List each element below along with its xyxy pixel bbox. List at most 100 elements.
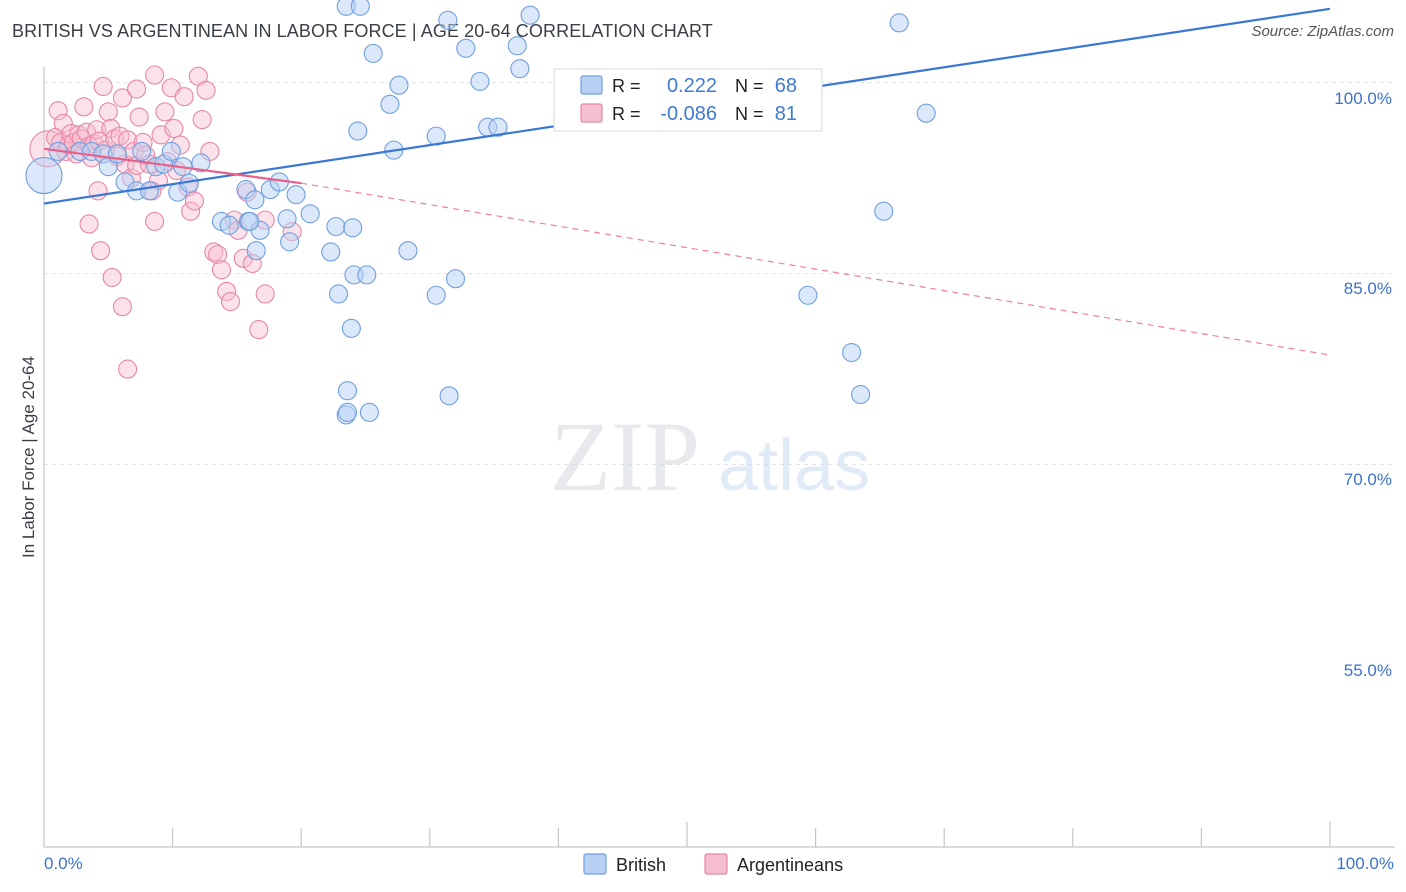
british-point-76 bbox=[798, 285, 818, 305]
british-point-44 bbox=[337, 381, 358, 401]
argentineans-point-37 bbox=[145, 211, 165, 231]
british-point-78 bbox=[851, 384, 871, 405]
chart-title: BRITISH VS ARGENTINEAN IN LABOR FORCE | … bbox=[12, 21, 713, 41]
british-point-26 bbox=[245, 190, 265, 210]
british-point-43 bbox=[359, 402, 379, 422]
argentineans-n-value: 81 bbox=[775, 103, 797, 125]
argentineans-point-12 bbox=[74, 97, 94, 117]
british-point-61 bbox=[520, 5, 540, 25]
argentineans-point-21 bbox=[98, 102, 118, 122]
argentineans-point-32 bbox=[129, 107, 149, 127]
british-swatch bbox=[580, 75, 603, 95]
argentineans-r-value: -0.086 bbox=[660, 103, 717, 125]
argentineans-point-68 bbox=[91, 241, 111, 261]
bottom-legend: British Argentineans bbox=[583, 853, 843, 875]
argentineans-point-49 bbox=[184, 191, 205, 211]
british-point-21 bbox=[246, 241, 266, 261]
argentineans-point-28 bbox=[118, 130, 138, 150]
argentineans-point-65 bbox=[255, 284, 275, 304]
argentineans-point-46 bbox=[174, 87, 194, 107]
legend-british-swatch bbox=[583, 853, 607, 875]
argentineans-points bbox=[29, 65, 302, 379]
british-r-value: 0.222 bbox=[667, 75, 717, 97]
british-point-42 bbox=[357, 265, 377, 285]
y-tick-labels: 100.0% 85.0% 70.0% 55.0% bbox=[1334, 89, 1392, 680]
argentineans-point-67 bbox=[79, 214, 99, 234]
british-point-47 bbox=[337, 402, 358, 422]
argentineans-trend-solid bbox=[43, 147, 302, 185]
argentineans-point-17 bbox=[87, 120, 107, 140]
argentineans-point-4 bbox=[53, 113, 73, 133]
british-point-51 bbox=[426, 285, 446, 305]
british-point-62 bbox=[510, 59, 530, 79]
british-point-75 bbox=[874, 201, 894, 221]
argentineans-r-label: R = bbox=[612, 104, 641, 124]
british-point-31 bbox=[300, 204, 320, 224]
british-point-19 bbox=[219, 215, 239, 235]
british-r-label: R = bbox=[612, 76, 641, 96]
british-n-label: N = bbox=[735, 76, 764, 96]
british-point-48 bbox=[341, 318, 361, 338]
argentineans-trend-dashed bbox=[301, 182, 1331, 356]
british-point-55 bbox=[438, 10, 458, 30]
x-tick-label-0: 0.0% bbox=[44, 854, 83, 873]
argentineans-n-label: N = bbox=[735, 104, 764, 124]
british-point-36 bbox=[363, 43, 383, 63]
british-point-60 bbox=[507, 36, 527, 56]
argentineans-point-64 bbox=[249, 320, 269, 340]
british-point-28 bbox=[240, 211, 260, 231]
british-point-79 bbox=[916, 103, 936, 123]
british-point-46 bbox=[328, 284, 349, 304]
british-point-50 bbox=[343, 218, 363, 238]
argentineans-point-48 bbox=[181, 201, 201, 221]
argentineans-point-58 bbox=[220, 292, 241, 312]
argentineans-point-72 bbox=[127, 79, 147, 99]
x-tick-label-100: 100.0% bbox=[1336, 854, 1394, 873]
british-point-40 bbox=[380, 94, 400, 114]
british-point-13 bbox=[161, 141, 181, 161]
british-point-38 bbox=[398, 241, 418, 261]
argentineans-point-52 bbox=[196, 80, 216, 100]
argentineans-point-43 bbox=[164, 118, 184, 139]
argentineans-point-55 bbox=[208, 244, 228, 265]
argentineans-point-56 bbox=[211, 260, 232, 280]
british-point-24 bbox=[286, 185, 306, 205]
british-point-41 bbox=[389, 75, 409, 95]
british-point-0 bbox=[25, 157, 63, 195]
argentineans-point-2 bbox=[48, 101, 68, 121]
british-point-37 bbox=[321, 242, 341, 262]
british-point-23 bbox=[280, 232, 300, 252]
argentineans-point-57 bbox=[217, 281, 237, 301]
source-credit: Source: ZipAtlas.com bbox=[1251, 23, 1394, 40]
legend-argentineans-label: Argentineans bbox=[737, 855, 843, 875]
watermark-zip: ZIP bbox=[550, 401, 700, 512]
british-n-value: 68 bbox=[775, 75, 797, 97]
argentineans-point-40 bbox=[155, 102, 175, 122]
british-point-10 bbox=[139, 181, 160, 201]
y-tick-label-70: 70.0% bbox=[1344, 470, 1392, 489]
british-point-77 bbox=[842, 342, 862, 363]
british-points bbox=[25, 0, 936, 425]
y-tick-label-100: 100.0% bbox=[1334, 89, 1392, 108]
british-point-57 bbox=[470, 71, 490, 91]
argentineans-point-73 bbox=[145, 65, 165, 85]
watermark: ZIP atlas bbox=[550, 401, 870, 512]
argentineans-point-26 bbox=[112, 88, 132, 108]
british-point-72 bbox=[889, 13, 909, 33]
legend-argentineans-swatch bbox=[704, 853, 728, 875]
y-tick-label-85: 85.0% bbox=[1344, 279, 1392, 298]
british-point-49 bbox=[326, 216, 346, 237]
british-point-33 bbox=[350, 0, 370, 16]
british-point-17 bbox=[191, 153, 211, 173]
watermark-atlas: atlas bbox=[718, 426, 870, 506]
y-tick-label-55: 55.0% bbox=[1344, 661, 1392, 680]
x-axis-ticks bbox=[172, 822, 1331, 847]
argentineans-point-70 bbox=[112, 297, 132, 317]
argentineans-point-71 bbox=[118, 359, 138, 379]
argentineans-point-51 bbox=[192, 110, 212, 130]
british-point-35 bbox=[348, 121, 368, 141]
argentineans-point-69 bbox=[102, 267, 122, 287]
argentineans-swatch bbox=[580, 103, 603, 123]
legend-british-label: British bbox=[616, 855, 666, 875]
y-axis-title: In Labor Force | Age 20-64 bbox=[19, 356, 38, 558]
